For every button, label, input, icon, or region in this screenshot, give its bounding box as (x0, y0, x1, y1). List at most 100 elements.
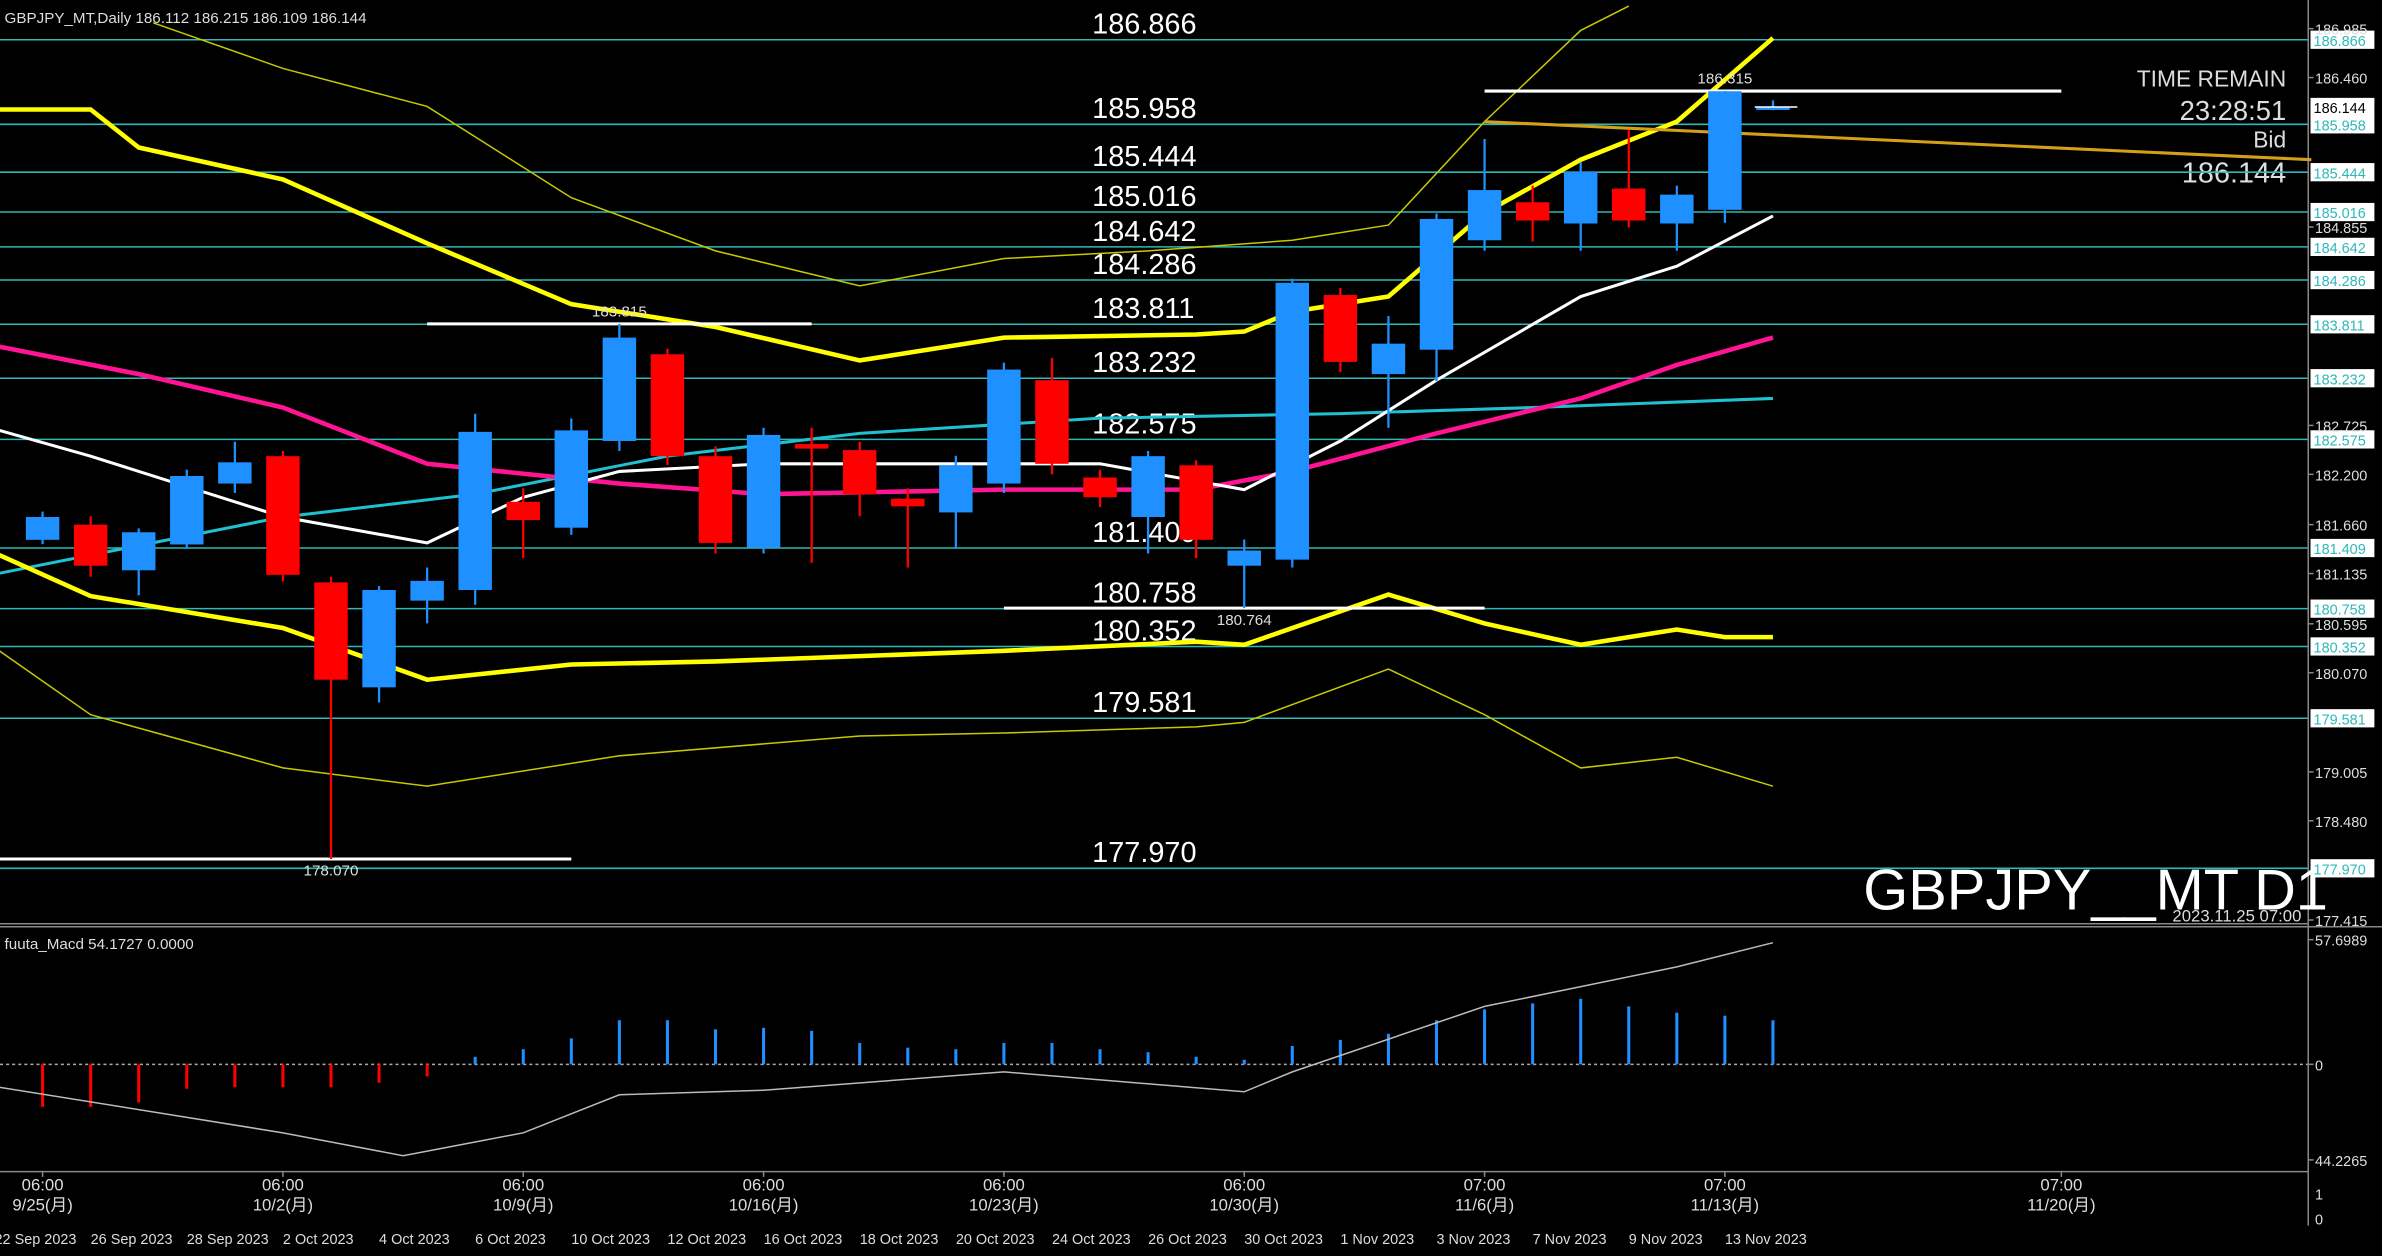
day-label: 16 Oct 2023 (764, 1232, 843, 1248)
level-axis-label: 185.016 (2314, 206, 2366, 222)
candle-body (458, 431, 492, 591)
y-tick-label: 182.200 (2315, 468, 2367, 484)
extreme-label: 180.764 (1217, 612, 1272, 629)
candle-body (1035, 380, 1069, 464)
macd-bar (1675, 1012, 1679, 1065)
day-label: 20 Oct 2023 (956, 1232, 1035, 1248)
macd-bar (810, 1030, 814, 1065)
candle-body (939, 465, 973, 513)
candle-body (1563, 171, 1598, 224)
candle-body (314, 582, 348, 680)
macd-bar (1531, 1003, 1535, 1065)
date-label: 11/13(月) (1691, 1195, 1759, 1214)
level-axis-box (2310, 430, 2375, 449)
level-axis-box (2310, 538, 2375, 558)
date-label: 11/20(月) (2027, 1195, 2095, 1214)
candle-body (1756, 106, 1790, 110)
time-label: 07:00 (1464, 1176, 1506, 1195)
macd-bar (1723, 1015, 1727, 1065)
candle-body (410, 580, 444, 601)
day-label: 9 Nov 2023 (1629, 1232, 1703, 1248)
level-axis-box (2310, 115, 2375, 134)
level-axis-label: 186.866 (2314, 34, 2366, 50)
candle-body (1227, 550, 1261, 566)
symbol-line: GBPJPY_MT,Daily 186.112 186.215 186.109 … (5, 10, 367, 27)
level-axis-label: 177.970 (2314, 862, 2366, 878)
level-axis-box (2310, 315, 2375, 334)
level-label: 179.581 (1092, 687, 1196, 719)
time-label: 07:00 (2040, 1176, 2082, 1195)
candle-body (1179, 465, 1213, 540)
y-tick-label: 180.595 (2315, 618, 2367, 634)
day-label: 10 Oct 2023 (571, 1232, 650, 1248)
candle-body (506, 501, 540, 521)
day-label: 12 Oct 2023 (667, 1232, 746, 1248)
y-tick-label: 182.725 (2315, 420, 2367, 436)
macd-bar (1002, 1042, 1006, 1065)
candle-body (746, 434, 781, 548)
y-tick-label: 177.415 (2315, 914, 2367, 930)
day-label: 24 Oct 2023 (1052, 1232, 1131, 1248)
candle-body (362, 590, 396, 688)
macd-bar (1242, 1059, 1246, 1065)
candle-body (170, 476, 204, 545)
macd-bar (521, 1049, 525, 1065)
macd-bar (617, 1020, 621, 1065)
y-tick-label: 181.660 (2315, 519, 2367, 535)
day-label: 26 Oct 2023 (1148, 1232, 1227, 1248)
candle-body (1371, 343, 1406, 375)
time-label: 06:00 (502, 1176, 544, 1195)
macd-bar (1386, 1033, 1390, 1065)
date-label: 10/2(月) (253, 1195, 313, 1214)
macd-bar (137, 1064, 141, 1103)
candle-body (987, 369, 1021, 484)
bid-label: Bid (2253, 126, 2286, 152)
macd-bar (665, 1020, 669, 1065)
candle-body (1708, 91, 1742, 210)
y-tick-label: 179.005 (2315, 766, 2367, 782)
candle-body (1515, 202, 1550, 221)
macd-bar (329, 1064, 333, 1088)
day-label: 1 Nov 2023 (1340, 1232, 1414, 1248)
candle-body (554, 430, 589, 528)
level-axis-box (2310, 163, 2375, 182)
date-label: 10/23(月) (969, 1195, 1039, 1214)
macd-bar (281, 1064, 285, 1088)
level-axis-box (2310, 270, 2375, 290)
y-tick-label: 178.480 (2315, 815, 2367, 831)
candle-body (1419, 218, 1454, 350)
level-axis-label: 185.444 (2314, 166, 2366, 182)
macd-bar (1434, 1020, 1439, 1065)
y-tick-label: 44.2265 (2315, 1154, 2367, 1170)
y-tick-label: 57.6989 (2315, 934, 2367, 950)
extreme-label: 183.815 (592, 303, 647, 320)
macd-bar (1627, 1006, 1631, 1065)
date-label: 10/9(月) (493, 1195, 553, 1214)
time-label: 06:00 (1223, 1176, 1265, 1195)
y-tick-label: 184.855 (2315, 221, 2367, 237)
indicator-line (0, 36, 1775, 363)
macd-bar (233, 1064, 237, 1088)
date-label: 10/30(月) (1209, 1195, 1279, 1214)
indicator-line (0, 650, 1774, 787)
macd-bar (762, 1027, 766, 1065)
level-axis-label: 180.352 (2314, 641, 2366, 657)
level-label: 182.575 (1092, 408, 1196, 440)
level-axis-label: 181.409 (2314, 542, 2366, 558)
macd-bar (1146, 1052, 1150, 1065)
candle-body (1660, 194, 1694, 224)
candle-body (73, 524, 108, 566)
candle-body (891, 498, 925, 507)
level-label: 177.970 (1092, 837, 1196, 869)
indicator-line (0, 396, 1774, 575)
date-label: 10/16(月) (729, 1195, 799, 1214)
macd-bar (1579, 998, 1583, 1065)
level-label: 180.758 (1092, 578, 1196, 610)
y-tick-label: 1 (2315, 1188, 2323, 1204)
day-label: 6 Oct 2023 (475, 1232, 546, 1248)
level-label: 185.444 (1092, 141, 1196, 173)
level-axis-box (2310, 202, 2375, 222)
indicator-line (1484, 120, 2312, 162)
